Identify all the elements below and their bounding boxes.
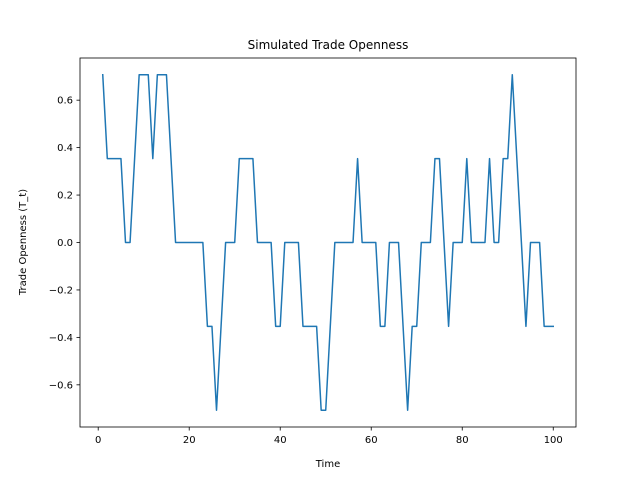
y-tick-label: 0.6 [57,96,73,107]
x-tick-label: 100 [544,435,563,446]
chart-title: Simulated Trade Openness [248,38,409,52]
y-axis-label: Trade Openness (T_t) [18,189,29,296]
x-tick-label: 40 [274,435,287,446]
x-tick-label: 60 [365,435,378,446]
y-tick-label: 0.0 [57,238,73,249]
plot-area: 0 20 40 60 80 100 −0.6 −0.4 −0.2 0.0 0.2 0.4 0.6 [49,57,577,446]
x-tick-label: 80 [456,435,469,446]
y-tick-label: −0.6 [49,380,73,391]
x-tick-label: 20 [183,435,196,446]
y-tick-label: −0.2 [49,285,73,296]
y-tick-label: 0.2 [57,191,73,202]
x-axis-label: Time [315,459,340,470]
y-tick-label: 0.4 [57,143,73,154]
series-line-0 [101,73,554,411]
y-tick-label: −0.4 [49,333,73,344]
x-tick-label: 0 [95,435,101,446]
